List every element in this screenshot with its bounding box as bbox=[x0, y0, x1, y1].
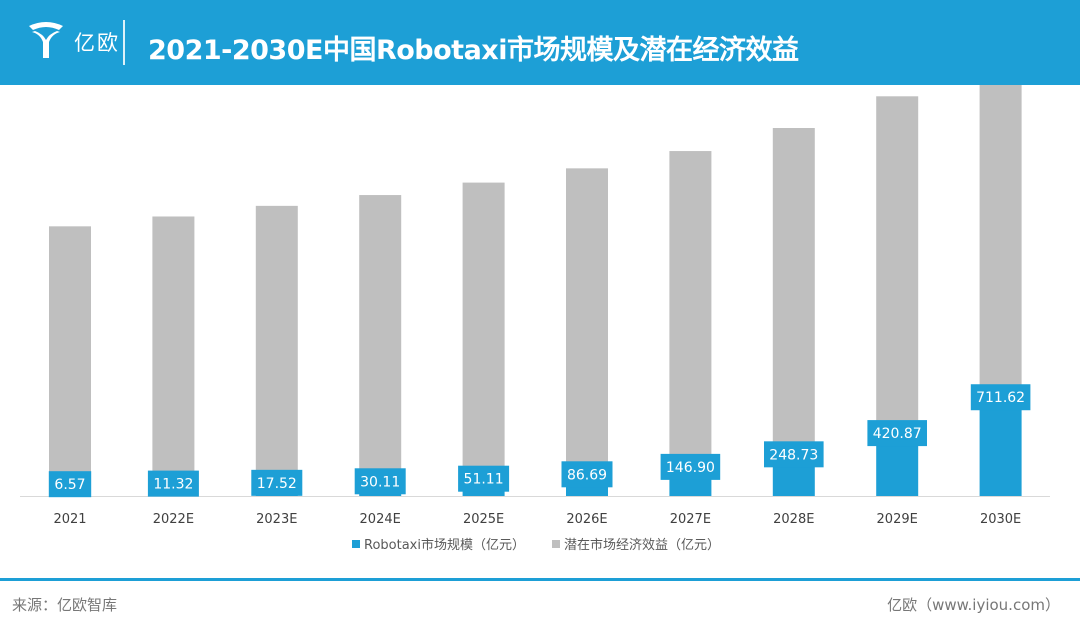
data-label-box bbox=[764, 441, 824, 468]
data-label-box bbox=[354, 468, 406, 495]
x-tick-label: 2024E bbox=[360, 512, 401, 527]
x-tick-label: 2023E bbox=[256, 512, 297, 527]
x-tick-label: 2021 bbox=[53, 512, 86, 527]
data-label: 30.11 bbox=[360, 474, 400, 490]
data-label: 711.62 bbox=[976, 390, 1025, 406]
data-label-box bbox=[867, 420, 927, 447]
data-label: 6.57 bbox=[54, 477, 85, 493]
logo-text: 亿欧 bbox=[74, 31, 120, 55]
bar-potential-benefit bbox=[152, 216, 195, 495]
legend-label-potential-benefit: 潜在市场经济效益（亿元） bbox=[564, 537, 720, 553]
data-label-box bbox=[660, 453, 721, 480]
data-label: 146.90 bbox=[666, 460, 715, 476]
bar-potential-benefit bbox=[669, 151, 712, 478]
credit-note: 亿欧（www.iyiou.com） bbox=[887, 596, 1060, 614]
x-tick-label: 2028E bbox=[773, 512, 814, 527]
x-tick-label: 2025E bbox=[463, 512, 504, 527]
bar-potential-benefit bbox=[566, 168, 608, 486]
bar-market-size bbox=[772, 465, 815, 496]
bar-market-size bbox=[669, 477, 712, 496]
data-label: 17.52 bbox=[257, 476, 297, 492]
legend-label-market-size: Robotaxi市场规模（亿元） bbox=[364, 537, 525, 553]
data-label: 86.69 bbox=[567, 467, 607, 483]
data-label: 420.87 bbox=[873, 426, 922, 442]
bar-potential-benefit bbox=[49, 226, 91, 496]
data-label-box bbox=[147, 470, 199, 497]
logo: 亿欧 bbox=[26, 18, 126, 64]
bar-potential-benefit bbox=[359, 195, 402, 493]
chart-area: 6.57 2021 11.32 2022E 17.52 2023E 30.11 2024E 51… bbox=[0, 85, 1080, 575]
bar-market-size bbox=[876, 444, 919, 496]
header-banner: 亿欧 2021-2030E中国Robotaxi市场规模及潜在经济效益 bbox=[0, 0, 1080, 85]
data-label-box bbox=[970, 384, 1031, 411]
x-tick-label: 2029E bbox=[877, 512, 918, 527]
legend-swatch-potential-benefit bbox=[552, 540, 560, 548]
x-tick-label: 2030E bbox=[980, 512, 1021, 527]
bar-potential-benefit bbox=[255, 205, 298, 494]
x-tick-label: 2022E bbox=[153, 512, 194, 527]
bar-potential-benefit bbox=[772, 128, 815, 466]
data-label: 51.11 bbox=[464, 472, 504, 488]
page-title: 2021-2030E中国Robotaxi市场规模及潜在经济效益 bbox=[148, 35, 799, 66]
source-note: 来源：亿欧智库 bbox=[12, 596, 118, 614]
bar-chart: 6.57 2021 11.32 2022E 17.52 2023E 30.11 2024E 51… bbox=[20, 85, 1050, 553]
bar-market-size bbox=[566, 485, 608, 496]
data-label-box bbox=[561, 461, 613, 488]
data-label-box bbox=[458, 465, 510, 492]
data-label: 248.73 bbox=[769, 447, 818, 463]
data-label-box bbox=[48, 471, 92, 498]
x-tick-label: 2027E bbox=[670, 512, 711, 527]
footer-divider bbox=[0, 578, 1080, 581]
data-label: 11.32 bbox=[153, 477, 193, 493]
data-label-box bbox=[251, 469, 303, 496]
bar-market-size bbox=[979, 408, 1022, 496]
bar-market-size bbox=[462, 489, 505, 496]
legend-swatch-market-size bbox=[352, 540, 360, 548]
bar-potential-benefit bbox=[876, 96, 919, 445]
bar-potential-benefit bbox=[979, 85, 1022, 409]
logo-icon bbox=[29, 22, 63, 58]
bar-potential-benefit bbox=[462, 182, 505, 490]
x-tick-label: 2026E bbox=[566, 512, 607, 527]
header-divider bbox=[123, 20, 125, 65]
